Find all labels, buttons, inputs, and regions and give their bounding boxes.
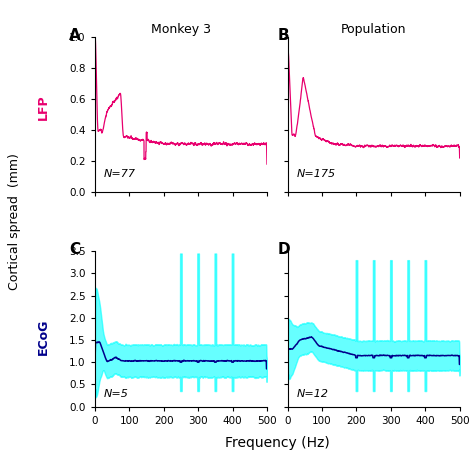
Text: C: C xyxy=(69,242,80,257)
Text: LFP: LFP xyxy=(36,94,50,120)
Text: ECoG: ECoG xyxy=(36,318,50,355)
Text: D: D xyxy=(277,242,290,257)
Title: Population: Population xyxy=(341,23,406,36)
Title: Monkey 3: Monkey 3 xyxy=(151,23,211,36)
Text: Frequency (Hz): Frequency (Hz) xyxy=(225,437,329,450)
Text: Cortical spread  (mm): Cortical spread (mm) xyxy=(8,153,21,290)
Text: B: B xyxy=(277,28,289,43)
Text: N=175: N=175 xyxy=(296,169,335,179)
Text: A: A xyxy=(69,28,81,43)
Text: N=12: N=12 xyxy=(296,389,328,399)
Text: N=77: N=77 xyxy=(103,169,136,179)
Text: N=5: N=5 xyxy=(103,389,128,399)
